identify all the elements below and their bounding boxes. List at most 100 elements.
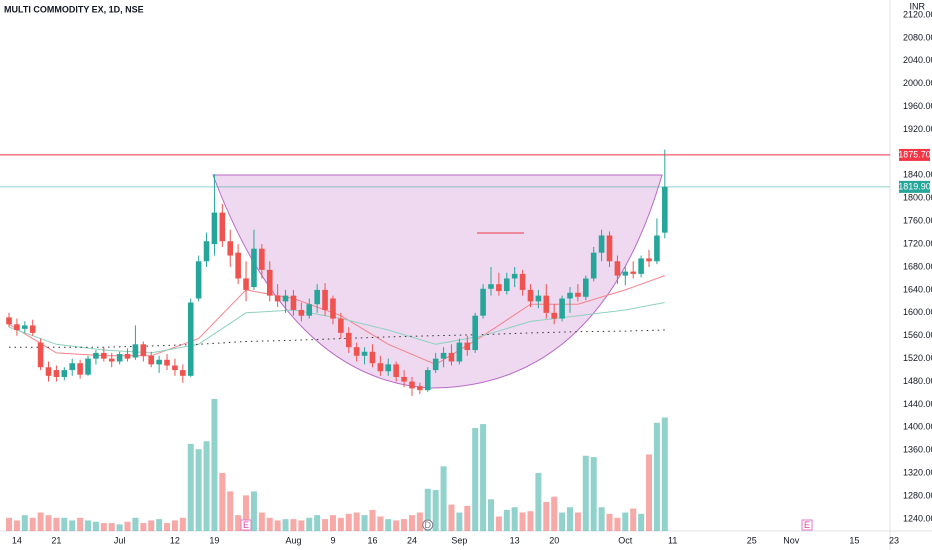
volume-bar [661,417,668,531]
x-tick-label: 15 [849,535,859,545]
volume-bar [298,520,305,531]
x-tick-label: 11 [668,535,677,545]
volume-bar [108,523,115,531]
volume-bar [353,512,360,531]
x-tick-label: Jul [114,535,126,545]
marker-label: D [425,520,432,530]
candle-body [140,344,147,356]
candle-body [559,298,565,319]
candle-body [6,317,12,325]
y-tick-label: 2120.00 [903,9,932,19]
volume-bar [195,449,202,531]
candle-body [187,302,194,376]
volume-bar [37,512,44,531]
candle-body [551,312,557,319]
candle-body [101,352,107,359]
volume-bar [393,520,400,531]
volume-bar [322,519,329,531]
candle-body [219,212,226,242]
volume-bar [100,523,107,531]
y-tick-label: 1600.00 [903,307,932,317]
volume-bar [377,516,384,531]
candle-body [172,365,178,371]
candle-body [345,332,352,348]
candle-body [472,315,478,351]
volume-bar [219,472,226,531]
y-tick-label: 1560.00 [903,330,932,340]
volume-bar [132,517,139,531]
y-tick-label: 1320.00 [903,468,932,478]
volume-bar [598,507,605,531]
volume-bar [187,443,194,531]
candle-body [29,325,36,333]
candle-body [409,381,415,389]
volume-bar [140,523,147,531]
volume-bar [464,505,471,531]
candle-body [330,298,336,319]
volume-bar [171,520,178,531]
marker-shape [422,519,434,531]
volume-bar [566,507,573,531]
last-price-box [899,180,930,193]
candle-body [132,344,139,358]
volume-bar [503,509,510,531]
candle-body [77,363,83,375]
candle-body [440,352,447,359]
volume-bar [156,519,163,531]
x-tick-label: Oct [618,535,633,545]
candle-body [417,386,423,391]
y-tick-label: 1440.00 [903,399,932,409]
candle-body [630,271,637,274]
volume-bar [124,521,131,531]
y-tick-label: 1960.00 [903,101,932,111]
y-tick-label: 2000.00 [903,78,932,88]
marker-label: E [243,520,249,530]
x-tick-label: 14 [12,535,22,545]
volume-bar [329,515,336,531]
candle-body [448,352,455,362]
candle-body [251,248,257,288]
marker-shape [801,519,813,531]
volume-bar [646,454,653,531]
volume-bar [6,517,13,531]
candle-body [266,269,273,296]
volume-bar [385,519,392,531]
volume-bar [519,512,526,531]
volume-bar [574,512,581,531]
volume-bar [401,519,408,531]
candle-body [456,342,463,362]
candle-body [527,289,534,302]
candle-body [306,304,313,316]
candle-body [211,212,218,245]
candle-body [22,325,28,329]
candle-body [227,241,234,256]
y-tick-label: 1480.00 [903,376,932,386]
candle-body [614,261,621,276]
volume-bar [487,499,494,531]
candle-body [37,342,44,368]
price-label: 1875.70 [898,149,931,159]
candle-body [662,186,668,233]
y-tick-label: 1760.00 [903,216,932,226]
volume-bar [337,517,344,531]
candle-body [243,278,249,290]
candle-body [646,258,652,262]
candle-body [53,370,60,377]
volume-bar [543,501,550,531]
volume-bar [653,422,660,531]
candle-body [108,358,115,362]
volume-bar [164,523,171,531]
candle-body [322,289,328,310]
candle-body [590,252,597,279]
volume-bar [630,508,637,531]
volume-bar [29,517,36,531]
candle-body [164,359,170,366]
candle-body [45,367,52,376]
volume-bar [606,513,613,531]
y-tick-label: 1800.00 [903,193,932,203]
candle-body [203,241,210,262]
y-tick-label: 2040.00 [903,55,932,65]
candle-body [274,295,281,302]
volume-bar [590,457,597,531]
